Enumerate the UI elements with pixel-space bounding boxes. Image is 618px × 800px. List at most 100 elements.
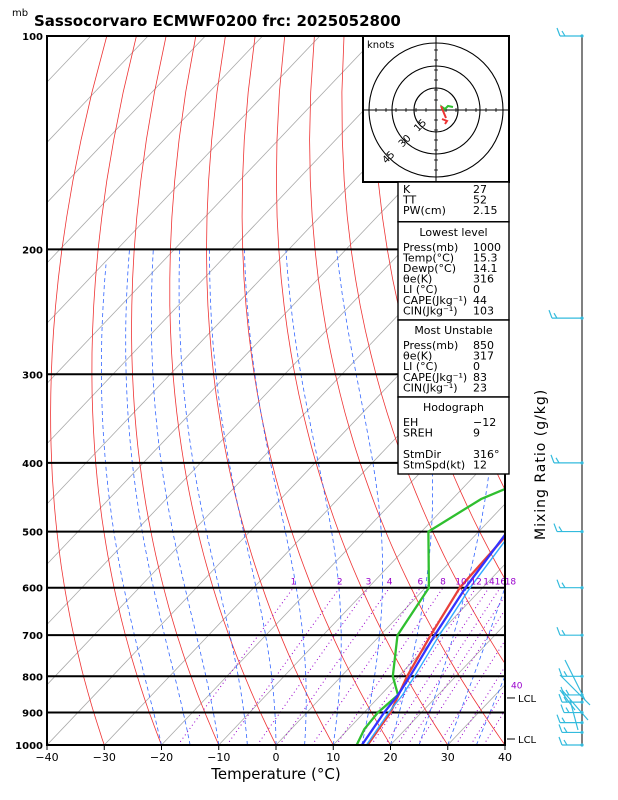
param-label: LI (°C) [403,360,438,373]
param-value: 2.15 [473,204,498,217]
wind-barb [561,689,589,721]
dry-adiabat-line [611,36,618,745]
param-value: 317 [473,350,494,363]
wind-barb-dot [580,586,584,590]
x-axis-label: Temperature (°C) [210,765,340,783]
mixing-ratio-line [417,608,505,745]
isotherm-line [504,744,505,745]
mixing-ratio-label: 10 [455,578,467,588]
param-value: 0 [473,283,480,296]
dry-adiabat-line [169,36,277,745]
dry-adiabat-line [581,36,618,745]
dry-adiabat-line [241,36,391,745]
pressure-label: 1000 [15,741,43,752]
param-label: CIN(Jkg⁻¹) [403,304,458,317]
mixing-ratio-label: 12 [470,578,481,588]
x-tick-label: 10 [326,751,340,764]
isotherm-line [47,36,263,264]
profiles [355,487,505,745]
mixing-ratio-label: 4 [387,578,393,588]
dry-adiabat-line [50,36,108,745]
pressure-label: 600 [22,584,43,595]
isotherm-line [390,623,505,745]
wind-barb-flag [550,454,555,464]
wind-barb-flag [561,582,566,589]
wind-barb-flag [556,626,561,636]
param-value: 12 [473,458,487,471]
wind-barb-dot [580,674,584,678]
param-value: 1000 [473,241,501,254]
wind-barb-dot [580,34,584,38]
hodograph-params-box [397,396,510,475]
mixing-ratio-line [311,587,421,745]
moist-adiabat-line [150,249,220,745]
param-label: StmDir [403,448,442,461]
hodograph-ring [391,65,481,155]
param-label: CIN(Jkg⁻¹) [403,381,458,394]
mixing-ratio-label: 1 [291,578,297,588]
moist-adiabat-line [101,264,162,745]
param-label: SREH [403,427,433,440]
wind-barb [559,689,576,711]
wind-barb-flag [556,579,561,588]
mixing-ratio-line [279,587,391,745]
param-label: EH [403,416,418,429]
wind-barb-flag [563,739,568,746]
param-label: θe(K) [403,273,432,286]
most-unstable-header: Most Unstable [414,324,493,337]
lowest-level-header: Lowest level [419,226,487,239]
x-tick-label: −30 [93,751,116,764]
wind-barb-flag [563,670,568,677]
lcl-label-mu: LCL [518,694,537,705]
wind-barb-dot [580,316,584,320]
param-value: 0 [473,360,480,373]
x-tick-label: 0 [273,751,280,764]
mixing-ratio-label: 40 [511,681,523,691]
storm-motion-marker [441,118,449,125]
dry-adiabat-line [341,36,505,665]
param-value: 27 [473,183,487,196]
wind-profile [548,27,591,747]
pressure-label: 900 [22,709,43,720]
wind-barb-dot [580,633,584,637]
pressure-label: 400 [22,459,43,470]
moist-adiabat-line [504,744,505,745]
isotherm-line [47,36,206,204]
wind-barb-flag [560,704,565,713]
wind-barb-flag [556,714,561,723]
pressure-label: 800 [22,672,43,683]
wind-barb-dot [580,721,584,725]
wind-barb-flag [558,724,563,733]
x-tick-label: 40 [498,751,512,764]
param-value: 44 [473,294,487,307]
isotherm-line [47,36,92,83]
mixing-ratio-label: 2 [337,578,343,588]
pressure-label: 700 [22,631,43,642]
parcel-profile-line [360,532,505,745]
param-label: Press(mb) [403,241,458,254]
moist-adiabat-line [209,249,277,745]
pressure-unit: mb [12,8,28,19]
param-value: 103 [473,304,494,317]
dry-adiabat-line [131,36,220,745]
hodograph-params-header: Hodograph [423,401,484,414]
moist-adiabat-line [178,249,248,745]
wind-barb-dot [580,730,584,735]
isotherm-line [47,36,435,445]
wind-barb-flag [561,30,566,37]
mixing-ratio-label: 3 [366,578,372,588]
mixing-ratio-label: 14 [483,578,495,588]
hodograph-ring [413,87,459,133]
pressure-label: 100 [22,32,43,43]
param-label: PW(cm) [403,204,446,217]
wind-barb-flag [556,27,561,37]
isotherm-line [47,36,321,324]
wind-barb-flag [558,526,563,532]
hodograph-ring [368,42,504,178]
isotherm-line [275,503,505,745]
dry-adiabat-line [491,36,505,139]
pressure-label: 300 [22,370,43,381]
x-tick-label: 20 [384,751,398,764]
